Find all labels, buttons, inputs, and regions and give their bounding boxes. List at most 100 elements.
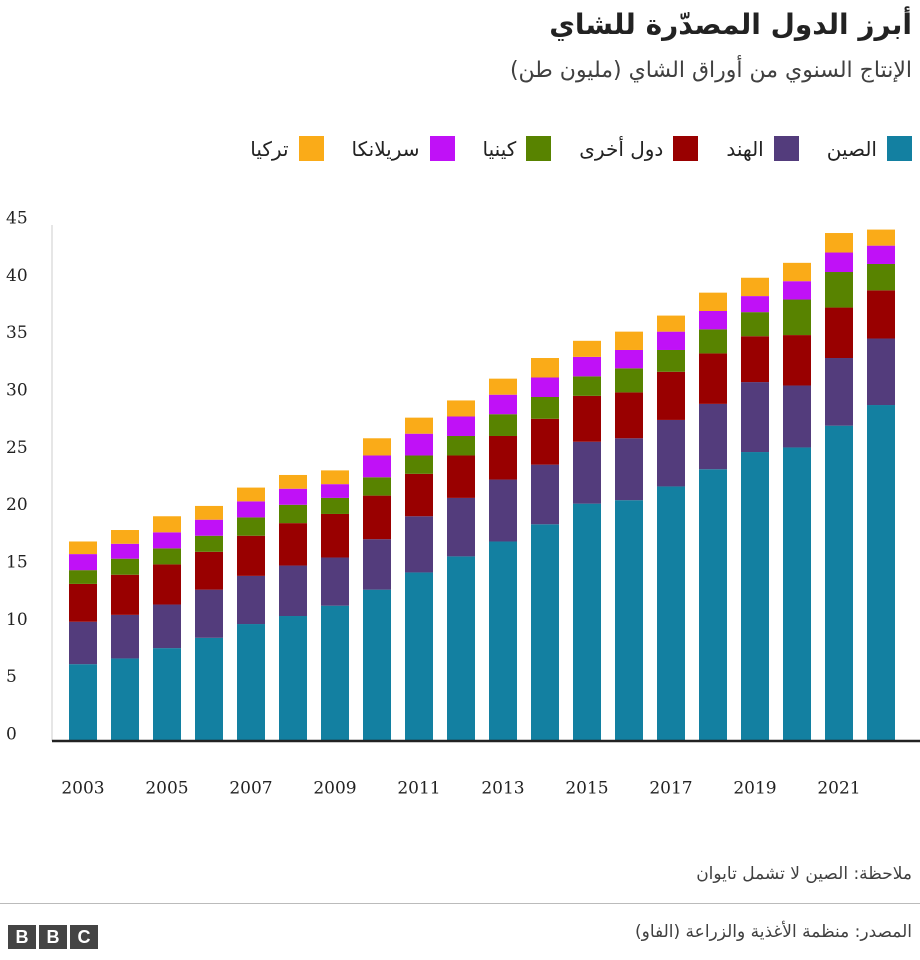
legend-swatch [526,136,552,161]
bar-segment [111,558,139,575]
bar-segment [699,329,727,354]
bar-segment [111,530,139,544]
bar-segment [447,435,475,456]
bar-segment [363,495,391,540]
source: المصدر: منظمة الأغذية والزراعة (الفاو) [635,922,912,942]
bar-segment [741,382,769,453]
bar-segment [699,292,727,311]
bar-segment [237,624,265,741]
y-tick-label: 35 [6,323,28,343]
bar-segment [531,358,559,378]
bar-segment [783,335,811,386]
bar-segment [195,535,223,552]
bar-segment [531,464,559,525]
x-tick-label: 2003 [61,779,104,799]
bar-segment [405,417,433,434]
legend-swatch [298,136,324,161]
bar-segment [657,419,685,487]
legend: الصين الهند دول أخرى كينيا سريلانكا تركيا [250,136,912,161]
bar-segment [279,474,307,489]
bar-segment [363,455,391,478]
legend-label: دول أخرى [579,136,664,161]
bar-segment [405,455,433,474]
legend-swatch [429,136,455,161]
legend-item: الهند [726,136,799,161]
bar-segment [195,589,223,638]
bar-segment [615,500,643,741]
bar-segment [657,331,685,350]
legend-label: الهند [726,136,764,161]
bar-segment [741,452,769,741]
bar-segment [867,338,895,406]
y-tick-label: 15 [6,553,28,573]
bar-segment [825,307,853,359]
y-tick-label: 5 [6,667,17,687]
x-tick-label: 2013 [481,779,524,799]
bar-segment [657,371,685,420]
legend-swatch [887,136,912,161]
bar-segment [447,455,475,498]
bar-segment [531,397,559,419]
bar-segment [195,551,223,590]
legend-item: سريلانكا [352,136,455,161]
bar-segment [237,575,265,625]
bar-segment [195,505,223,520]
bar-segment [783,447,811,741]
bar-segment [405,433,433,456]
bar-segment [489,435,517,480]
bar-segment [321,557,349,606]
bar-segment [573,376,601,396]
bar-segment [489,541,517,741]
bar-segment [195,519,223,536]
bar-segment [363,477,391,496]
y-tick-label: 30 [6,381,28,401]
bar-segment [531,418,559,465]
bar-segment [741,296,769,313]
bar-segment [111,543,139,559]
chart-subtitle: الإنتاج السنوي من أوراق الشاي (مليون طن) [509,58,912,83]
bar-segment [363,438,391,456]
bar-segment [111,658,139,741]
y-tick-label: 0 [6,725,17,745]
bar-segment [363,539,391,590]
bar-segment [321,484,349,498]
bar-segment [825,233,853,253]
bar-segment [153,648,181,741]
chart: 0 5 10 15 20 25 30 35 40 45 2003 2005 2007 2009 2011 20… [6,209,920,799]
separator [0,903,920,904]
legend-item: كينيا [483,136,552,161]
bar-segment [405,473,433,517]
bar-segment [825,272,853,308]
bar-segment [153,604,181,649]
bar-segment [699,469,727,741]
bar-segment [741,277,769,297]
bar-segment [825,358,853,426]
bar-segment [867,245,895,264]
bar-segment [615,392,643,439]
bar-segment [489,479,517,542]
bar-segment [69,554,97,571]
legend-label: سريلانكا [351,136,420,161]
bar-segment [825,252,853,273]
bar-segment [111,614,139,659]
y-tick-label: 25 [6,438,28,458]
legend-item: تركيا [250,136,324,161]
bar-segment [405,516,433,573]
legend-label: تركيا [250,136,289,161]
bar-segment [783,262,811,282]
bar-segment [279,616,307,741]
bar-segment [867,405,895,741]
bar-segment [237,501,265,518]
bar-segment [615,349,643,369]
bar-segment [363,589,391,741]
bar-segment [195,637,223,741]
bar-segment [405,572,433,741]
legend-item: دول أخرى [579,136,699,161]
x-tick-label: 2017 [649,779,692,799]
bar-segment [741,312,769,337]
legend-item: الصين [827,136,912,161]
bar-segment [153,548,181,565]
bar-segment [699,311,727,330]
y-tick-label: 10 [6,610,28,630]
